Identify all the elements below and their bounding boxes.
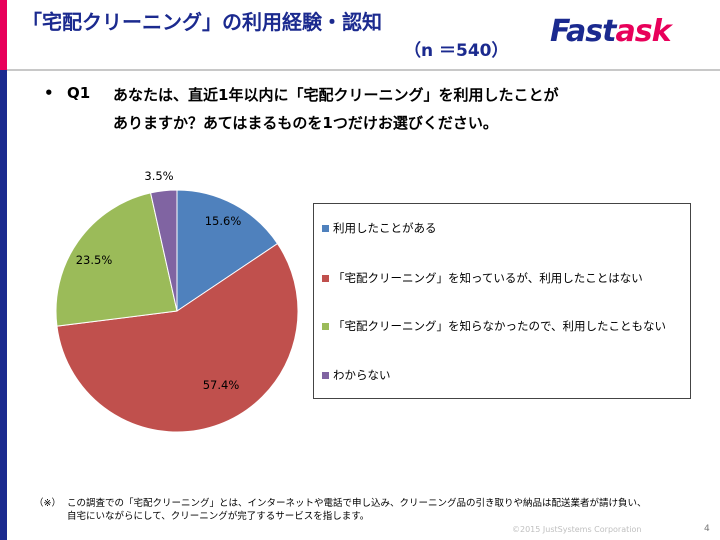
legend-label-unaware: 「宅配クリーニング」を知らなかったので、利用したこともない bbox=[333, 319, 667, 333]
header-divider bbox=[7, 69, 720, 71]
pie-label-dont-know: 3.5% bbox=[144, 169, 173, 183]
pie-slice-unaware bbox=[55, 192, 178, 327]
legend-item-unaware: 「宅配クリーニング」を知らなかったので、利用したこともない bbox=[322, 318, 666, 334]
legend-item-dont-know: わからない bbox=[322, 367, 391, 383]
pie-slice-used bbox=[176, 189, 279, 312]
page-number: 4 bbox=[704, 524, 710, 534]
copyright: ©2015 JustSystems Corporation bbox=[512, 525, 642, 534]
question-label: Q1 bbox=[67, 84, 91, 102]
question-text-line1: あなたは、直近1年以内に「宅配クリーニング」を利用したことが bbox=[113, 86, 559, 104]
logo-text-ask: ask bbox=[615, 14, 672, 49]
question-text-line2: ありますか？あてはまるものを1つだけお選びください。 bbox=[113, 114, 498, 132]
pie-label-aware-not-used: 57.4% bbox=[203, 378, 240, 392]
legend-label-dont-know: わからない bbox=[333, 368, 391, 382]
pie-label-used: 15.6% bbox=[205, 214, 242, 228]
legend-item-used: 利用したことがある bbox=[322, 220, 437, 236]
logo-text-fast: Fast bbox=[550, 14, 616, 49]
page-title: 「宅配クリーニング」の利用経験・認知 bbox=[22, 10, 382, 34]
pie-slice-aware-not-used bbox=[56, 242, 299, 433]
fastask-logo: Fastask bbox=[550, 14, 672, 49]
legend-label-used: 利用したことがある bbox=[333, 221, 437, 235]
footnote-mark: （※） bbox=[34, 498, 61, 509]
legend-label-aware-not-used: 「宅配クリーニング」を知っているが、利用したことはない bbox=[333, 271, 643, 285]
left-accent-bar-top bbox=[0, 0, 7, 70]
footnote-line2: 自宅にいながらにして、クリーニングが完了するサービスを指します。 bbox=[67, 511, 370, 522]
left-accent-bar bbox=[0, 0, 7, 540]
legend-swatch-used bbox=[322, 224, 329, 232]
sample-size: （n ＝540） bbox=[404, 41, 509, 61]
footnote-line1: この調査での「宅配クリーニング」とは、インターネットや電話で申し込み、クリーニン… bbox=[67, 498, 647, 509]
legend-item-aware-not-used: 「宅配クリーニング」を知っているが、利用したことはない bbox=[322, 270, 643, 286]
chart-legend: 利用したことがある 「宅配クリーニング」を知っているが、利用したことはない 「宅… bbox=[313, 203, 691, 399]
question-bullet: • bbox=[44, 84, 54, 102]
legend-swatch-aware-not-used bbox=[322, 274, 329, 282]
legend-swatch-unaware bbox=[322, 322, 329, 330]
legend-swatch-dont-know bbox=[322, 371, 329, 379]
pie-slice-dont-know bbox=[150, 189, 178, 312]
pie-chart: 15.6% 57.4% 23.5% 3.5% bbox=[55, 169, 299, 433]
pie-label-unaware: 23.5% bbox=[76, 253, 113, 267]
